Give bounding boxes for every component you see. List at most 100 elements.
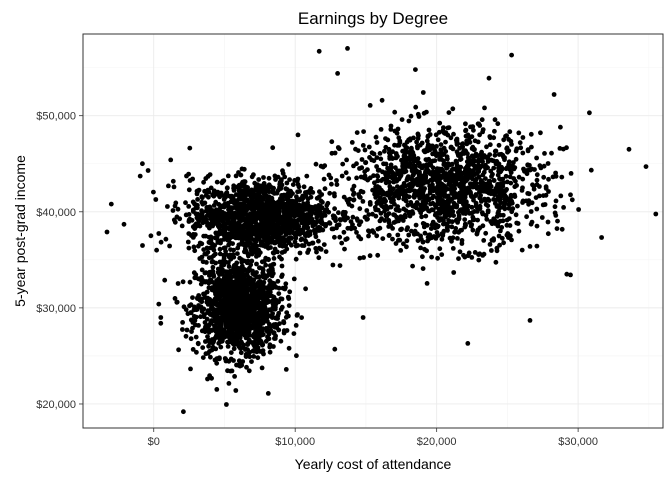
data-point [568, 272, 573, 278]
data-point [422, 195, 427, 201]
data-point [306, 247, 312, 253]
data-point [372, 180, 377, 186]
data-point [446, 110, 452, 115]
data-point [172, 296, 178, 301]
data-point [208, 238, 214, 244]
data-point [420, 188, 426, 194]
data-point [438, 216, 444, 221]
data-point [541, 174, 547, 180]
data-point [232, 374, 238, 379]
data-point [424, 281, 430, 286]
data-point [269, 266, 275, 272]
data-point [227, 339, 232, 344]
data-point [167, 243, 173, 249]
data-point [230, 228, 236, 233]
data-point [220, 289, 226, 294]
data-point [251, 278, 256, 283]
data-point [472, 165, 478, 171]
data-point [287, 177, 292, 183]
data-point [485, 185, 491, 191]
data-point [202, 270, 208, 276]
data-point [272, 207, 277, 213]
data-point [279, 304, 285, 310]
data-point [186, 212, 192, 217]
data-point [208, 245, 213, 251]
data-point [200, 201, 206, 207]
data-point [227, 332, 233, 337]
data-point [293, 323, 299, 328]
data-point [263, 215, 269, 221]
data-point [228, 350, 234, 355]
data-point [273, 177, 278, 182]
data-point [321, 242, 327, 248]
data-point [196, 323, 201, 328]
data-point [326, 209, 332, 215]
data-point [409, 228, 414, 234]
data-point [327, 190, 333, 196]
data-point [537, 193, 542, 199]
data-point [504, 165, 510, 171]
data-point [225, 293, 231, 298]
data-point [404, 177, 410, 183]
data-point [380, 236, 386, 242]
data-point [435, 233, 441, 239]
data-point [208, 321, 214, 326]
data-point [414, 189, 420, 194]
data-point [313, 220, 319, 226]
data-point [257, 291, 263, 296]
data-point [463, 128, 468, 134]
data-point [151, 189, 156, 195]
data-point [515, 221, 521, 226]
data-point [204, 323, 210, 328]
data-point [357, 195, 363, 200]
data-point [419, 181, 425, 187]
data-point [457, 249, 463, 255]
data-point [215, 328, 221, 333]
data-point [465, 151, 470, 157]
data-point [218, 190, 224, 196]
data-point [215, 302, 221, 308]
data-point [305, 202, 311, 208]
data-point [108, 201, 114, 207]
data-point [338, 217, 344, 223]
data-point [332, 206, 337, 212]
data-point [558, 124, 563, 130]
data-point [332, 234, 337, 240]
data-point [454, 163, 460, 168]
data-point [530, 182, 535, 188]
data-point [209, 255, 215, 260]
data-point [457, 157, 463, 163]
data-point [234, 233, 240, 239]
data-point [421, 224, 427, 230]
data-point [351, 163, 356, 169]
data-point [290, 182, 296, 188]
data-point [469, 255, 475, 260]
data-point [282, 243, 288, 249]
data-point [251, 349, 257, 354]
data-point [459, 241, 465, 246]
data-point [386, 224, 392, 229]
data-point [516, 228, 522, 234]
data-point [400, 185, 405, 191]
data-point [246, 329, 252, 335]
data-point [284, 180, 290, 186]
data-point [534, 172, 540, 178]
data-point [249, 251, 255, 257]
data-point [158, 320, 164, 326]
data-point [243, 248, 249, 254]
data-point [312, 227, 317, 233]
data-point [247, 301, 253, 307]
data-point [240, 223, 246, 229]
data-point [516, 174, 522, 180]
data-point [507, 202, 512, 208]
data-point [256, 231, 262, 236]
data-point [233, 173, 239, 179]
data-point [241, 180, 246, 185]
data-point [245, 258, 251, 264]
data-point [512, 194, 518, 200]
data-point [279, 263, 285, 269]
data-point [247, 354, 253, 360]
data-point [240, 205, 245, 211]
data-point [439, 252, 445, 257]
data-point [538, 130, 543, 136]
